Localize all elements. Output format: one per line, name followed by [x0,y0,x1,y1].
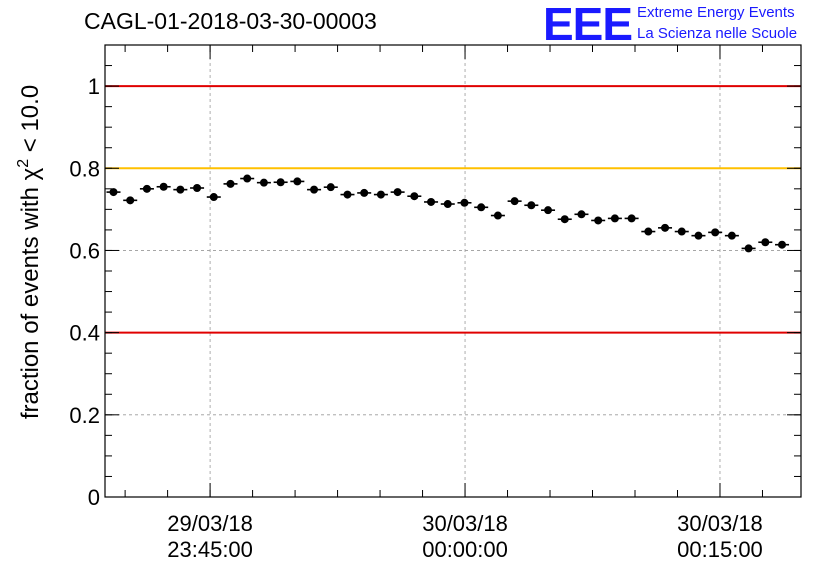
data-point [410,192,419,201]
data-point [209,193,218,202]
y-axis-label-tail: < 10.0 [17,85,44,159]
data-point [360,188,369,197]
data-point [443,200,452,209]
y-tick-label: 1 [88,74,100,99]
data-point [711,228,720,237]
data-point [293,177,302,186]
x-tick-label-date: 30/03/18 [677,511,763,536]
data-point [460,198,469,207]
chart-title: CAGL-01-2018-03-30-00003 [84,8,377,34]
data-point [343,190,352,199]
data-point [326,183,335,192]
x-tick-label-time: 00:00:00 [422,537,508,562]
data-point [560,215,569,224]
data-point [310,185,319,194]
y-axis-label: fraction of events with χ2 < 10.0 [15,85,44,419]
data-point [493,211,502,220]
y-tick-label: 0.4 [69,321,100,346]
data-point [142,184,151,193]
data-point [259,178,268,187]
data-point [193,183,202,192]
data-point [544,206,553,215]
data-point [677,227,686,236]
y-tick-label: 0.2 [69,403,100,428]
data-point [778,240,787,249]
data-point [126,196,135,205]
y-tick-label: 0.6 [69,238,100,263]
x-tick-label-time: 00:15:00 [677,537,763,562]
data-point [577,210,586,219]
data-point [527,201,536,210]
y-tick-label: 0 [88,485,100,510]
x-tick-label-date: 30/03/18 [422,511,508,536]
data-point [594,216,603,225]
y-tick-label: 0.8 [69,156,100,181]
plot-frame [104,44,802,498]
logo-line-1: Extreme Energy Events [637,4,795,21]
data-point [276,178,285,187]
eee-logo: EEE [543,0,633,50]
data-point [744,244,753,253]
y-axis-label-sup: 2 [15,159,32,168]
data-point [393,188,402,197]
x-tick-label-date: 29/03/18 [167,511,253,536]
y-axis-label-text: fraction of events with χ [17,167,44,419]
data-point [477,203,486,212]
data-point [510,197,519,206]
threshold-lines [105,85,801,334]
data-point [694,231,703,240]
data-point [644,227,653,236]
data-point [761,238,770,247]
data-point [627,214,636,223]
data-point [176,185,185,194]
data-point [159,182,168,191]
axes: 00.20.40.60.8129/03/1823:45:0030/03/1800… [69,44,801,562]
data-point [243,174,252,183]
data-point [661,223,670,232]
data-point [109,188,118,197]
data-point [610,214,619,223]
data-point [727,231,736,240]
data-point [427,197,436,206]
grid-layer [105,45,801,498]
logo-line-2: La Scienza nelle Scuole [637,25,798,42]
data-points [106,174,790,253]
data-point [226,179,235,188]
x-tick-label-time: 23:45:00 [167,537,253,562]
data-point [376,190,385,199]
